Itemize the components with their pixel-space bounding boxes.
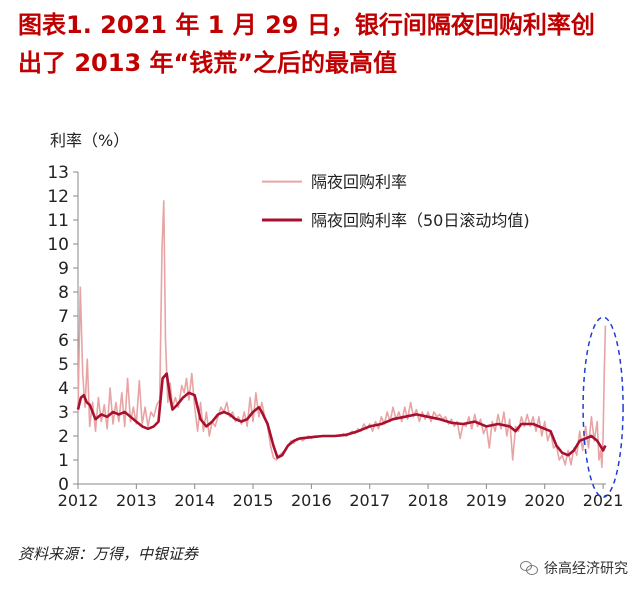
x-tick-label: 2014 [174,491,215,510]
series-line-50d-average [76,372,607,459]
y-tick-label: 2 [58,427,69,447]
x-tick-label: 2021 [583,491,624,510]
title-line-1: 图表1. 2021 年 1 月 29 日，银行间隔夜回购利率创 [18,11,595,39]
watermark: 徐高经济研究 [520,558,628,578]
x-tick-label: 2020 [524,491,565,510]
x-tick-label: 2018 [408,491,449,510]
x-tick-label: 2016 [291,491,332,510]
wechat-icon [520,561,538,575]
y-tick-label: 9 [58,259,69,279]
y-tick-label: 0 [58,475,69,495]
y-tick-label: 7 [58,307,69,327]
x-tick-label: 2015 [233,491,274,510]
x-tick-label: 2017 [349,491,390,510]
source-note: 资料来源：万得，中银证券 [18,545,199,563]
legend-label: 隔夜回购利率 [311,173,407,192]
y-tick-label: 13 [47,163,69,183]
y-axis-label: 利率（%） [50,131,130,150]
y-tick-label: 3 [58,403,69,423]
highlight-ellipse [582,316,624,498]
legend-label: 隔夜回购利率（50日滚动均值) [311,211,530,230]
x-tick-label: 2012 [58,491,99,510]
y-tick-label: 4 [58,379,69,399]
x-tick-label: 2013 [116,491,157,510]
title-line-2: 出了 2013 年“钱荒”之后的最高值 [18,49,398,77]
chart-title: 图表1. 2021 年 1 月 29 日，银行间隔夜回购利率创 出了 2013 … [18,6,628,82]
y-tick-label: 10 [47,235,69,255]
y-tick-label: 11 [47,211,69,231]
y-tick-label: 12 [47,187,69,207]
y-tick-label: 1 [58,451,69,471]
series-line-overnight [77,200,607,468]
x-tick-label: 2019 [466,491,507,510]
watermark-text: 徐高经济研究 [544,561,628,577]
y-tick-label: 8 [58,283,69,303]
y-tick-label: 5 [58,355,69,375]
y-tick-label: 6 [58,331,69,351]
